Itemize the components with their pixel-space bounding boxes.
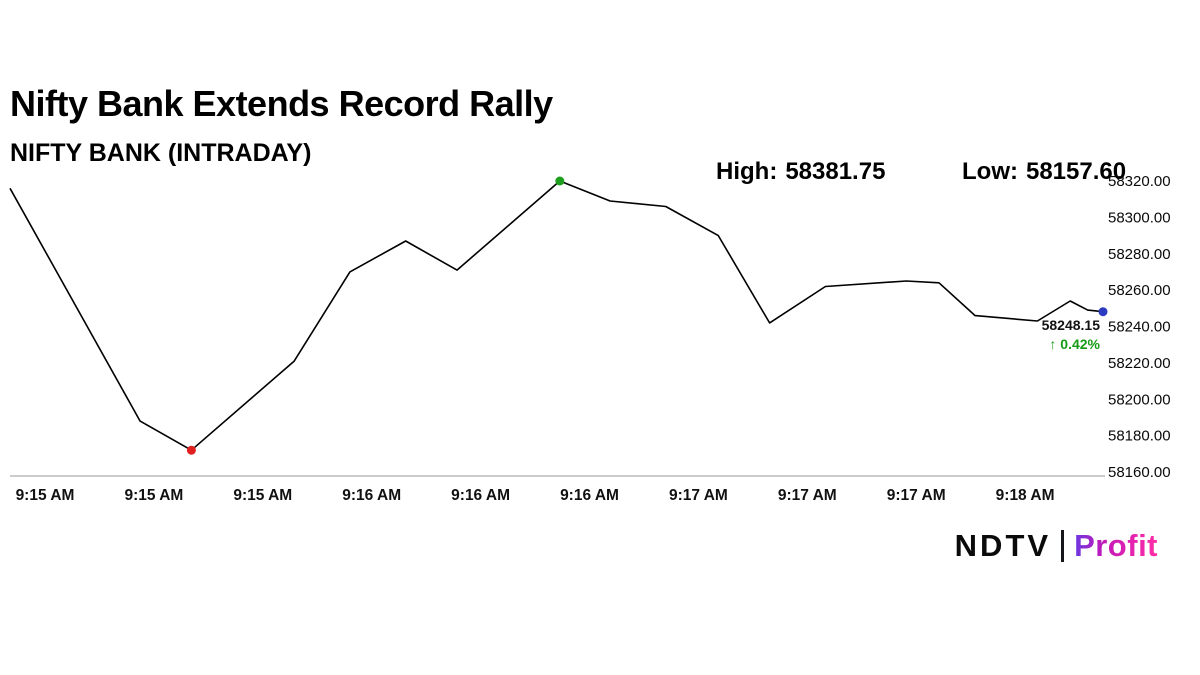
x-axis-tick-label: 9:17 AM [669,487,728,504]
x-axis-tick-label: 9:17 AM [887,487,946,504]
y-axis-tick-label: 58160.00 [1108,464,1171,481]
ndtv-logo-text: NDTV [954,528,1052,563]
x-axis-tick-label: 9:15 AM [124,487,183,504]
x-axis-tick-label: 9:16 AM [451,487,510,504]
high-value: 58381.75 [785,158,886,185]
high-label: High: [716,158,778,185]
x-axis-tick-label: 9:16 AM [342,487,401,504]
price-line [9,180,1104,452]
x-axis-tick-label: 9:15 AM [16,487,75,504]
low-label: Low: [962,158,1018,185]
y-axis-tick-label: 58320.00 [1108,173,1171,190]
high-marker-dot [555,176,565,186]
x-axis-tick-label: 9:16 AM [560,487,619,504]
last-marker-dot [1098,307,1108,317]
low-stat: Low: 58157.60 [962,160,1126,184]
y-axis-tick-label: 58180.00 [1108,428,1171,445]
profit-logo-text: Profit [1074,528,1158,563]
logo-divider [1061,530,1065,562]
x-axis-tick-label: 9:17 AM [778,487,837,504]
y-axis-tick-label: 58200.00 [1108,391,1171,408]
y-axis-tick-label: 58220.00 [1108,355,1171,372]
last-price-label: 58248.15 [1042,317,1101,333]
high-stat: High: 58381.75 [716,160,885,184]
low-marker-dot [186,445,196,455]
ndtv-profit-logo: NDTV Profit [955,528,1158,564]
x-axis-tick-label: 9:18 AM [996,487,1055,504]
intraday-line-chart: 58320.00 58300.00 58280.00 58260.00 58240.00… [9,173,1171,504]
change-percent-label: ↑ 0.42% [1049,336,1100,352]
x-axis-tick-label: 9:15 AM [233,487,292,504]
page-title: Nifty Bank Extends Record Rally [10,83,553,125]
y-axis-tick-label: 58300.00 [1108,209,1171,226]
y-axis-tick-label: 58240.00 [1108,319,1171,336]
chart-subtitle: NIFTY BANK (INTRADAY) [10,138,312,167]
y-axis-tick-label: 58260.00 [1108,282,1171,299]
low-value: 58157.60 [1025,158,1127,185]
y-axis-tick-label: 58280.00 [1108,246,1171,263]
